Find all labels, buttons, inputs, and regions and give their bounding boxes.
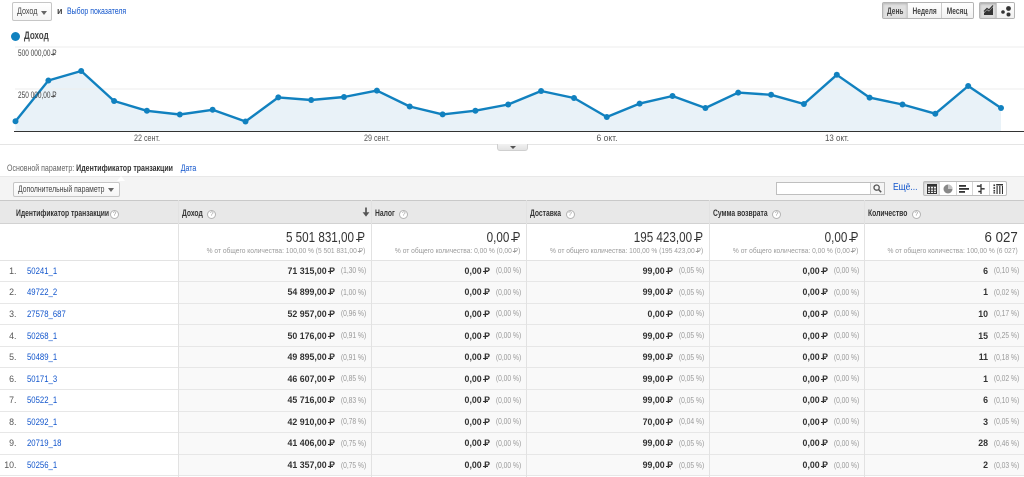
svg-text:250 000,00 P: 250 000,00 P — [18, 90, 57, 100]
svg-text:22 сент.: 22 сент. — [134, 133, 160, 143]
svg-text:6 окт.: 6 окт. — [597, 133, 618, 143]
svg-text:29 сент.: 29 сент. — [364, 133, 390, 143]
svg-text:13 окт.: 13 окт. — [825, 133, 849, 143]
svg-text:500 000,00 P: 500 000,00 P — [18, 48, 57, 58]
